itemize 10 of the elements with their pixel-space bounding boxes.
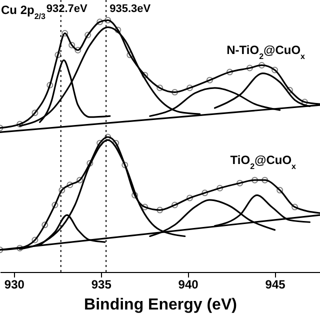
- annotation: Cu 2p$_{2/3}$: [1, 3, 46, 20]
- x-tick-label: 945: [265, 278, 286, 292]
- x-axis-title: Binding Energy (eV): [84, 296, 237, 314]
- x-tick-label: 935: [91, 278, 112, 292]
- ref-line-label: 932.7eV: [46, 3, 88, 15]
- x-tick-label: 930: [4, 278, 25, 292]
- x-tick-label: 940: [178, 278, 199, 292]
- annotation: TiO$_{2}$@CuO$_{x}$: [230, 153, 297, 170]
- ref-line-label: 935.3eV: [110, 3, 152, 15]
- annotation: N-TiO$_{2}$@CuO$_{x}$: [226, 43, 306, 60]
